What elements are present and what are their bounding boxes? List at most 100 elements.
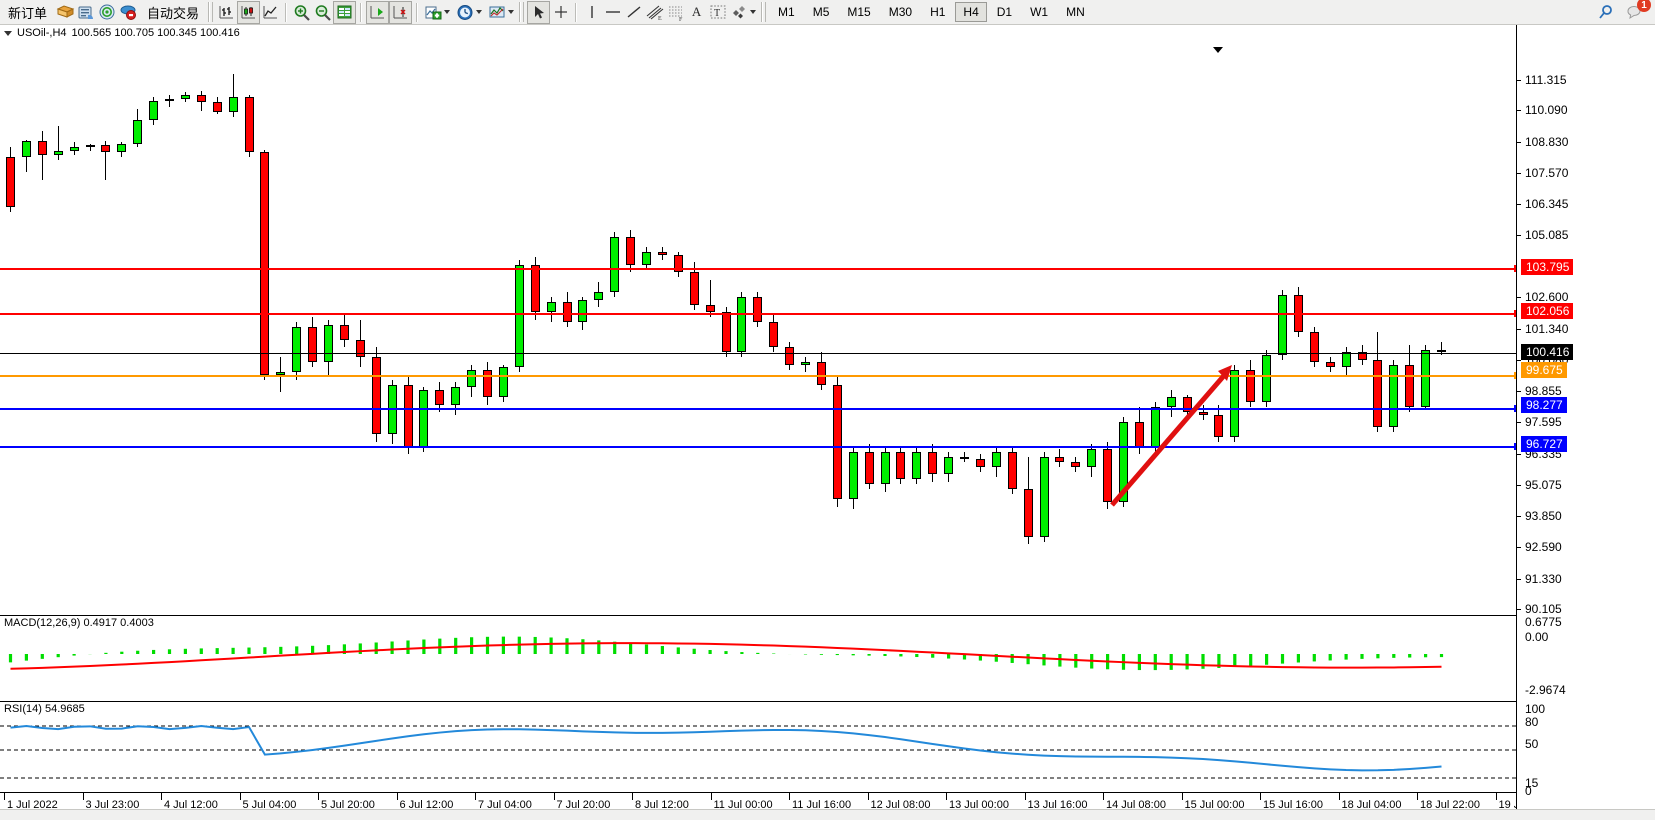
new-order-button[interactable]: 新订单 <box>0 1 55 24</box>
add-indicator-icon[interactable] <box>422 2 443 23</box>
chart-shift-icon[interactable] <box>389 1 412 24</box>
templates-icon[interactable] <box>486 2 507 23</box>
crosshair-icon[interactable] <box>550 2 571 23</box>
price-line-103-795[interactable] <box>0 268 1516 270</box>
alerts-icon[interactable]: 1 <box>1624 2 1645 23</box>
time-tick <box>4 793 5 800</box>
data-window-icon[interactable] <box>333 1 356 24</box>
signals-icon[interactable] <box>97 2 118 23</box>
price-line-102-056[interactable] <box>0 313 1516 315</box>
timeframe-h4[interactable]: H4 <box>955 2 986 22</box>
price-label-current-price[interactable]: 100.416 <box>1521 344 1573 360</box>
chevron-down-icon-3[interactable] <box>508 10 514 14</box>
toolbar-grip-2[interactable] <box>519 2 524 22</box>
cursor-icon[interactable] <box>527 1 550 24</box>
candle-body <box>817 362 826 384</box>
time-tick <box>1417 793 1418 800</box>
macd-histogram-bar <box>1440 654 1443 657</box>
timeframe-m30[interactable]: M30 <box>881 2 920 22</box>
candle-body <box>801 362 810 364</box>
candle-body <box>1040 457 1049 537</box>
price-tick-label: 91.330 <box>1525 572 1562 586</box>
macd-histogram-bar <box>263 647 266 654</box>
shapes-icon[interactable] <box>728 2 749 23</box>
period-clock-icon[interactable] <box>454 2 475 23</box>
chart-container[interactable]: USOil-,H4 100.565 100.705 100.345 100.41… <box>0 25 1655 820</box>
chart-collapse-icon[interactable] <box>4 31 12 36</box>
text-label-icon[interactable]: T <box>707 2 728 23</box>
price-line-98-277[interactable] <box>0 408 1516 410</box>
timeframe-w1[interactable]: W1 <box>1022 2 1056 22</box>
price-tick <box>1517 454 1521 455</box>
price-label-support[interactable]: 98.277 <box>1521 397 1567 413</box>
macd-histogram-bar <box>247 648 250 654</box>
search-icon[interactable] <box>1595 2 1616 23</box>
candle-body <box>308 327 317 362</box>
macd-histogram-bar <box>1249 654 1252 666</box>
candle-body <box>706 305 715 312</box>
trendline-icon[interactable] <box>623 2 644 23</box>
price-tick <box>1517 579 1521 580</box>
timeframe-mn[interactable]: MN <box>1058 2 1093 22</box>
candle-body <box>1199 412 1208 414</box>
macd-histogram-bar <box>200 648 203 654</box>
timeframe-m5[interactable]: M5 <box>805 2 838 22</box>
macd-histogram-bar <box>279 647 282 654</box>
candle-body <box>833 385 842 500</box>
chevron-down-icon[interactable] <box>444 10 450 14</box>
macd-histogram-bar <box>1313 654 1316 661</box>
candlestick-chart-icon[interactable] <box>237 1 260 24</box>
price-label-resistance[interactable]: 103.795 <box>1521 259 1573 275</box>
equidistant-channel-icon[interactable]: E <box>644 2 665 23</box>
macd-histogram-bar <box>1360 654 1363 659</box>
chevron-down-icon-4[interactable] <box>750 10 756 14</box>
candle-body <box>928 452 937 474</box>
candle-body <box>515 265 524 367</box>
fibonacci-icon[interactable]: F <box>665 2 686 23</box>
price-tick <box>1517 142 1521 143</box>
price-line-99-675[interactable] <box>0 375 1516 377</box>
zoom-out-icon[interactable] <box>312 2 333 23</box>
macd-histogram-bar <box>852 654 855 655</box>
candle-body <box>1342 352 1351 367</box>
time-tick <box>1025 793 1026 800</box>
text-icon[interactable]: A <box>686 2 707 23</box>
vertical-line-icon[interactable] <box>581 2 602 23</box>
macd-pane[interactable]: MACD(12,26,9) 0.4917 0.4003 <box>0 616 1516 701</box>
auto-scroll-icon[interactable] <box>366 1 389 24</box>
macd-histogram-bar <box>1329 654 1332 660</box>
price-plot[interactable]: MACD(12,26,9) 0.4917 0.4003 RSI(14) 54.9… <box>0 25 1516 820</box>
candle-wick <box>805 357 806 372</box>
price-line-96-727[interactable] <box>0 446 1516 448</box>
timeframe-h1[interactable]: H1 <box>922 2 953 22</box>
price-tick <box>1517 422 1521 423</box>
rsi-pane[interactable]: RSI(14) 54.9685 <box>0 702 1516 792</box>
bar-chart-icon[interactable] <box>216 2 237 23</box>
price-label-pivot[interactable]: 99.675 <box>1521 362 1567 378</box>
zoom-in-icon[interactable] <box>291 2 312 23</box>
macd-histogram-bar <box>1042 654 1045 665</box>
price-label-support[interactable]: 96.727 <box>1521 436 1567 452</box>
chevron-down-icon-2[interactable] <box>476 10 482 14</box>
timeframe-d1[interactable]: D1 <box>989 2 1020 22</box>
pane-collapse-marker[interactable] <box>1213 47 1223 53</box>
candle-body <box>690 272 699 304</box>
line-chart-icon[interactable] <box>260 2 281 23</box>
toolbar-grip[interactable] <box>208 2 213 22</box>
chart-header: USOil-,H4 100.565 100.705 100.345 100.41… <box>4 27 240 39</box>
toolbar-grip-3[interactable] <box>761 2 766 22</box>
horizontal-line-icon[interactable] <box>602 2 623 23</box>
candle-body <box>594 292 603 299</box>
candle-body <box>1214 415 1223 437</box>
macd-histogram-bar <box>565 638 568 654</box>
folder-icon[interactable] <box>55 2 76 23</box>
time-tick <box>946 793 947 800</box>
timeframe-m15[interactable]: M15 <box>839 2 878 22</box>
timeframe-m1[interactable]: M1 <box>770 2 803 22</box>
price-label-resistance[interactable]: 102.056 <box>1521 303 1573 319</box>
autotrading-icon[interactable] <box>118 2 139 23</box>
autotrading-button[interactable]: 自动交易 <box>139 1 207 24</box>
news-icon[interactable] <box>76 2 97 23</box>
price-tick-label: 107.570 <box>1525 166 1568 180</box>
